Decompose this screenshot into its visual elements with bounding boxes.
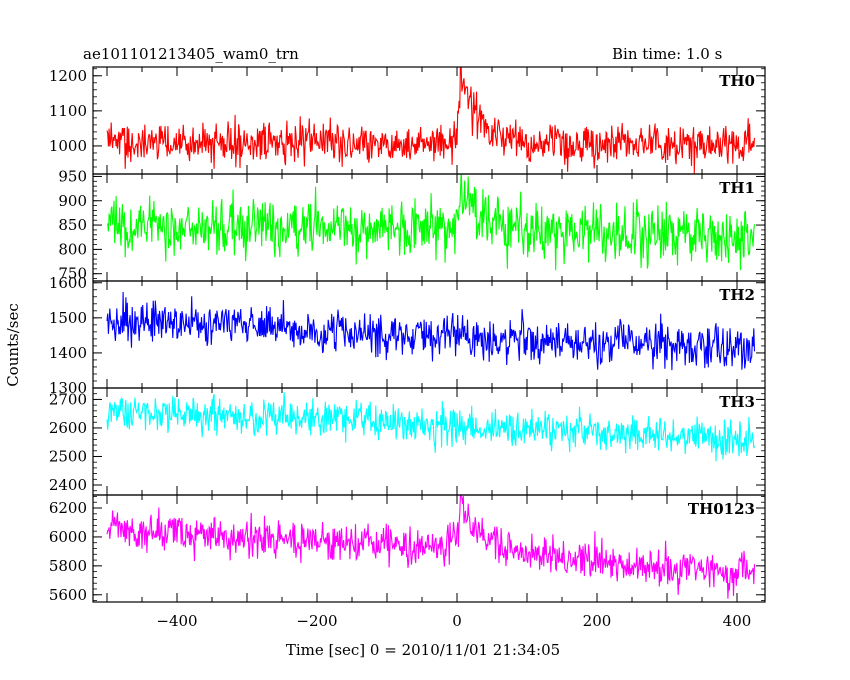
y-tick-label: 6200 — [49, 499, 87, 517]
panel-th3: 2400 2500 2600 2700 TH3 — [49, 387, 766, 496]
panel-name-label: TH1 — [719, 179, 755, 197]
x-tick-label: 0 — [452, 612, 462, 630]
series-line-th2 — [106, 291, 756, 371]
y-tick-label: 2400 — [49, 476, 87, 494]
chart-title: ae101101213405_wam0_trn — [83, 45, 299, 63]
panel-name-label: TH0 — [719, 72, 755, 90]
y-tick-label: 1600 — [49, 274, 87, 292]
y-tick-label: 750 — [58, 265, 87, 283]
y-tick-label: 2700 — [49, 390, 87, 408]
y-tick-label: 900 — [58, 192, 87, 210]
x-tick-label: 400 — [723, 612, 752, 630]
y-tick-label: 5600 — [49, 586, 87, 604]
series-line-th0 — [106, 67, 756, 174]
panel-name-label: TH2 — [719, 286, 755, 304]
panel-th0: 1000 1100 1200 TH0 — [49, 66, 766, 175]
panel-th1: 750 800 850 900 950 TH1 — [58, 167, 766, 283]
y-axis-label: Counts/sec — [4, 303, 22, 387]
y-tick-label: 1000 — [49, 137, 87, 155]
x-axis-group: −400 −200 0 200 400 — [156, 612, 751, 630]
panel-th2: 1300 1400 1500 1600 TH2 — [49, 274, 766, 397]
y-tick-label: 2600 — [49, 419, 87, 437]
bin-time-label: Bin time: 1.0 s — [612, 45, 723, 63]
series-line-th3 — [106, 392, 756, 462]
y-tick-label: 1300 — [49, 379, 87, 397]
panel-name-label: TH3 — [719, 393, 755, 411]
y-tick-label: 850 — [58, 216, 87, 234]
series-line-th1 — [106, 174, 756, 271]
y-tick-label: 950 — [58, 167, 87, 185]
panel-frame — [92, 66, 766, 175]
panels-group: 1000 1100 1200 TH0 750 800 850 900 950 TH1 1300 140… — [49, 66, 766, 604]
x-tick-label: −200 — [296, 612, 337, 630]
y-tick-label: 1500 — [49, 309, 87, 327]
y-tick-label: 1400 — [49, 344, 87, 362]
x-tick-label: −400 — [156, 612, 197, 630]
series-line-th0123 — [106, 495, 756, 599]
panel-name-label: TH0123 — [688, 500, 755, 518]
x-axis-label: Time [sec] 0 = 2010/11/01 21:34:05 — [286, 641, 560, 659]
y-tick-label: 800 — [58, 240, 87, 258]
x-tick-label: 200 — [583, 612, 612, 630]
panel-th0123: 5600 5800 6000 6200 TH0123 — [49, 494, 766, 604]
y-tick-label: 2500 — [49, 447, 87, 465]
y-tick-label: 5800 — [49, 557, 87, 575]
y-tick-label: 6000 — [49, 528, 87, 546]
y-tick-label: 1200 — [49, 67, 87, 85]
y-tick-label: 1100 — [49, 102, 87, 120]
